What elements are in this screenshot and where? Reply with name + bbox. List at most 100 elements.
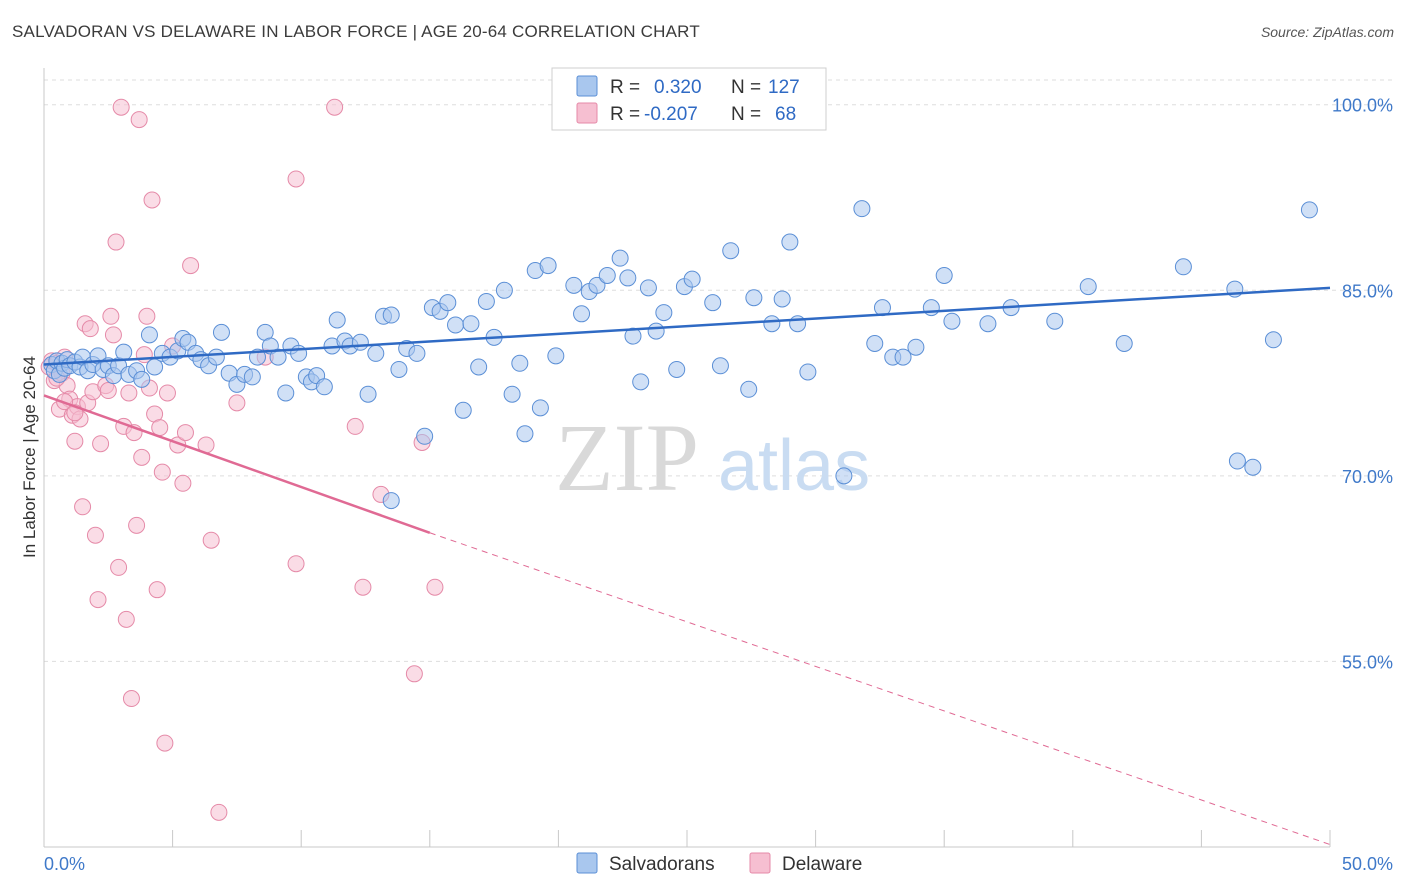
salvadoran-point	[781, 233, 799, 251]
watermark-atlas: atlas	[718, 426, 870, 506]
delaware-point	[426, 578, 444, 596]
y-tick-label: 55.0%	[1342, 652, 1393, 672]
salvadoran-point	[619, 269, 637, 287]
salvadoran-point	[359, 385, 377, 403]
legend-r-value-2: -0.207	[644, 104, 698, 125]
salvadoran-point	[935, 266, 953, 284]
delaware-point	[92, 435, 110, 453]
delaware-point	[287, 170, 305, 188]
delaware-point	[228, 394, 246, 412]
delaware-point	[133, 448, 151, 466]
salvadoran-point	[511, 354, 529, 372]
salvadoran-point	[462, 315, 480, 333]
salvadoran-point	[1115, 335, 1133, 353]
salvadoran-point	[531, 399, 549, 417]
salvadoran-point	[503, 385, 521, 403]
salvadoran-point	[655, 304, 673, 322]
delaware-point	[107, 233, 125, 251]
legend-r-label-1: R =	[610, 77, 640, 98]
delaware-point	[354, 578, 372, 596]
salvadoran-point	[439, 294, 457, 312]
delaware-point	[117, 610, 135, 628]
salvadoran-point	[207, 348, 225, 366]
salvadoran-point	[745, 289, 763, 307]
salvadoran-point	[516, 425, 534, 443]
series-legend: Salvadorans Delaware	[576, 852, 862, 875]
delaware-trend-line	[43, 394, 431, 534]
legend-r-label-2: R =	[610, 104, 640, 125]
delaware-point	[99, 382, 117, 400]
salvadoran-point	[470, 358, 488, 376]
salvadoran-points	[43, 200, 1318, 510]
y-axis-title: In Labor Force | Age 20-64	[20, 356, 39, 558]
salvadoran-point	[1244, 458, 1262, 476]
chart-title: SALVADORAN VS DELAWARE IN LABOR FORCE | …	[12, 22, 700, 41]
salvadoran-point	[454, 401, 472, 419]
bottom-legend-swatch-delaware	[749, 852, 771, 874]
salvadoran-point	[1264, 331, 1282, 349]
delaware-point	[143, 191, 161, 209]
salvadoran-point	[477, 292, 495, 310]
delaware-point	[89, 591, 107, 609]
delaware-point	[122, 690, 140, 708]
salvadoran-point	[773, 290, 791, 308]
legend-r-value-1: 0.320	[654, 77, 702, 98]
delaware-point	[148, 581, 166, 599]
salvadoran-point	[722, 242, 740, 260]
salvadoran-trend-line	[43, 286, 1331, 366]
salvadoran-point	[212, 323, 230, 341]
salvadoran-point	[1228, 452, 1246, 470]
delaware-point	[174, 474, 192, 492]
tick-labels: 55.0% 70.0% 85.0% 100.0% 0.0% 50.0%	[44, 96, 1393, 874]
salvadoran-point	[269, 348, 287, 366]
salvadoran-point	[351, 333, 369, 351]
salvadoran-point	[683, 270, 701, 288]
salvadoran-point	[853, 200, 871, 218]
salvadoran-point	[447, 316, 465, 334]
delaware-point	[405, 665, 423, 683]
salvadoran-point	[539, 257, 557, 275]
delaware-point	[130, 111, 148, 129]
salvadoran-point	[382, 306, 400, 324]
salvadoran-point	[416, 427, 434, 445]
salvadoran-point	[835, 467, 853, 485]
bottom-legend-salvadorans: Salvadorans	[609, 854, 715, 875]
y-tick-label: 70.0%	[1342, 467, 1393, 487]
salvadoran-point	[922, 299, 940, 317]
legend-swatch-blue	[576, 75, 598, 97]
salvadoran-point	[639, 279, 657, 297]
salvadoran-point	[704, 294, 722, 312]
legend-n-value-2: 68	[775, 104, 796, 125]
delaware-point	[176, 424, 194, 442]
axes	[43, 68, 1331, 848]
delaware-point	[110, 558, 128, 576]
salvadoran-point	[598, 266, 616, 284]
delaware-point	[81, 320, 99, 338]
salvadoran-point	[763, 315, 781, 333]
salvadoran-point	[1174, 258, 1192, 276]
salvadoran-point	[943, 312, 961, 330]
delaware-point	[74, 498, 92, 516]
delaware-point	[158, 384, 176, 402]
delaware-point	[153, 463, 171, 481]
bottom-legend-swatch-salvadorans	[576, 852, 598, 874]
salvadoran-point	[740, 380, 758, 398]
delaware-point	[102, 307, 120, 325]
salvadoran-point	[588, 276, 606, 294]
delaware-point	[120, 384, 138, 402]
delaware-point	[182, 257, 200, 275]
legend-n-label-2: N =	[731, 104, 761, 125]
salvadoran-point	[1079, 278, 1097, 296]
salvadoran-point	[573, 305, 591, 323]
delaware-point	[202, 531, 220, 549]
salvadoran-point	[243, 368, 261, 386]
salvadoran-point	[907, 338, 925, 356]
delaware-point	[128, 516, 146, 534]
delaware-point	[112, 98, 130, 116]
delaware-point	[346, 417, 364, 435]
salvadoran-point	[367, 344, 385, 362]
delaware-point	[326, 98, 344, 116]
salvadoran-point	[408, 344, 426, 362]
delaware-point	[66, 432, 84, 450]
